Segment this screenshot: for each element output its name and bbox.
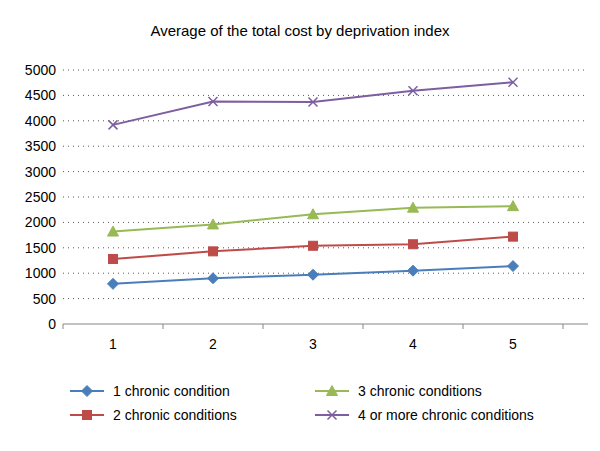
data-point <box>408 202 419 212</box>
data-point <box>309 98 318 107</box>
grid-line <box>63 120 588 121</box>
grid-line <box>63 171 588 172</box>
legend-marker <box>328 411 337 420</box>
data-point <box>209 247 218 256</box>
y-tick-label: 0 <box>48 316 56 332</box>
y-tick-label: 1500 <box>25 240 56 256</box>
legend-marker <box>82 386 93 397</box>
legend-marker <box>327 386 338 396</box>
data-point <box>108 278 119 289</box>
series <box>108 261 519 290</box>
x-tick-label: 2 <box>209 336 217 352</box>
data-point <box>308 209 319 219</box>
y-tick-label: 4000 <box>25 113 56 129</box>
legend-label: 1 chronic condition <box>113 383 230 399</box>
data-point <box>308 269 319 280</box>
chart-svg: Average of the total cost by deprivation… <box>0 0 600 451</box>
series-line <box>113 266 513 284</box>
data-point <box>409 86 418 95</box>
series <box>108 201 519 236</box>
x-axis-tick <box>463 324 464 329</box>
legend: 1 chronic condition 2 chronic conditions 3… <box>70 383 534 423</box>
grid-line <box>63 298 588 299</box>
data-point <box>108 226 119 236</box>
y-tick-label: 1000 <box>25 265 56 281</box>
legend-marker <box>83 411 92 420</box>
x-axis-line <box>63 324 588 325</box>
x-axis-tick <box>163 324 164 329</box>
grid-line <box>63 247 588 248</box>
series <box>109 78 518 130</box>
grid-line <box>63 70 588 71</box>
x-tick-label: 4 <box>409 336 417 352</box>
data-point <box>208 219 219 229</box>
y-tick-label: 3500 <box>25 138 56 154</box>
y-tick-label: 500 <box>33 291 57 307</box>
legend-label: 3 chronic conditions <box>358 383 482 399</box>
y-tick-label: 4500 <box>25 87 56 103</box>
data-point <box>409 240 418 249</box>
data-point <box>408 265 419 276</box>
x-axis-tick <box>263 324 264 329</box>
x-tick-label: 5 <box>509 336 517 352</box>
data-point <box>208 273 219 284</box>
x-axis-tick <box>563 324 564 329</box>
grid-line <box>63 222 588 223</box>
plot-area <box>108 78 519 290</box>
x-tick-label: 3 <box>309 336 317 352</box>
grid-line <box>63 146 588 147</box>
data-point <box>109 120 118 129</box>
x-axis-tick <box>363 324 364 329</box>
chart-title: Average of the total cost by deprivation… <box>150 22 450 39</box>
y-tick-label: 2500 <box>25 189 56 205</box>
series-line <box>113 237 513 259</box>
y-tick-label: 2000 <box>25 214 56 230</box>
data-point <box>508 201 519 211</box>
series-line <box>113 206 513 231</box>
data-point <box>508 261 519 272</box>
data-point <box>509 232 518 241</box>
grid-line <box>63 95 588 96</box>
series <box>109 232 518 263</box>
y-tick-label: 5000 <box>25 62 56 78</box>
data-point <box>209 97 218 106</box>
x-tick-label: 1 <box>109 336 117 352</box>
series-line <box>113 82 513 125</box>
legend-label: 4 or more chronic conditions <box>358 407 534 423</box>
data-point <box>309 241 318 250</box>
y-tick-label: 3000 <box>25 164 56 180</box>
chart-container: Average of the total cost by deprivation… <box>0 0 600 451</box>
legend-label: 2 chronic conditions <box>113 407 237 423</box>
data-point <box>509 78 518 87</box>
x-axis-tick <box>63 324 64 329</box>
data-point <box>109 254 118 263</box>
grid-line <box>63 197 588 198</box>
